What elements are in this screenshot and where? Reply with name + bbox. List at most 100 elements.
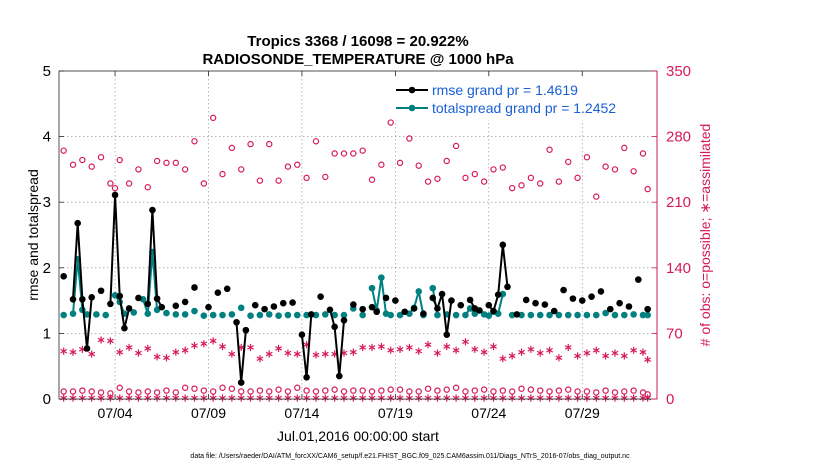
spread-point <box>452 311 460 319</box>
axis-ticks: 07/04 07/09 07/14 07/19 07/24 07/29 0 1 2 3 4 5 0 70 1… <box>43 63 691 421</box>
obs-assimilated-point <box>555 354 563 362</box>
rmse-point <box>635 276 642 283</box>
star-stroke <box>490 344 497 349</box>
x-axis-label: Jul.01,2016 00:00:00 start <box>277 428 439 444</box>
spread-point <box>200 312 208 319</box>
obs-assimilated-point <box>106 337 114 345</box>
obs-possible-point <box>163 159 170 167</box>
obs-possible-point <box>181 166 189 173</box>
obs-possible-point <box>443 386 450 393</box>
spread-point <box>630 311 637 318</box>
star-stroke <box>639 349 647 355</box>
star-stroke <box>527 347 535 352</box>
spread-point <box>331 311 338 319</box>
rmse-point <box>466 296 474 304</box>
spread-point <box>228 311 236 318</box>
obs-possible-point <box>144 388 151 395</box>
obs-assimilated-point <box>69 348 77 356</box>
star-stroke <box>284 350 292 356</box>
star-stroke <box>200 341 208 347</box>
rmse-point <box>644 305 651 313</box>
obs-possible-point <box>275 386 282 393</box>
obs-possible-point <box>331 150 338 157</box>
spread-point <box>536 311 544 319</box>
obs-assimilated-point <box>60 347 68 355</box>
spread-point <box>130 309 138 316</box>
obs-assimilated-point <box>499 355 507 363</box>
obs-assimilated-point <box>424 341 432 349</box>
rmse-point <box>242 326 250 334</box>
star-stroke <box>644 357 652 362</box>
rmse-point <box>625 303 633 310</box>
obs-possible-point <box>238 166 245 173</box>
star-stroke <box>359 345 367 350</box>
obs-possible-point <box>415 162 422 169</box>
star-stroke <box>415 348 423 354</box>
obs-possible-point <box>209 388 217 395</box>
obs-assimilated-point <box>602 352 610 360</box>
star-stroke <box>611 350 619 356</box>
rmse-point <box>541 301 549 308</box>
obs-possible-point <box>331 386 338 393</box>
obs-possible-point <box>537 180 544 187</box>
obs-possible-point <box>322 387 329 394</box>
obs-assimilated-point <box>265 350 273 358</box>
rmse-point <box>205 303 212 311</box>
star-stroke <box>135 350 142 356</box>
obs-possible-point <box>378 161 385 168</box>
spread-point <box>191 307 198 315</box>
rmse-point <box>317 293 324 300</box>
rmse-point <box>490 307 497 315</box>
obs-assimilated-point <box>471 345 479 353</box>
obs-possible-point <box>518 182 525 189</box>
obs-possible-point <box>69 388 77 395</box>
rmse-point <box>522 296 530 304</box>
spread-point <box>434 311 441 319</box>
obs-possible-point <box>79 387 86 394</box>
obs-assimilated-point <box>116 348 124 356</box>
spread-point <box>60 311 67 319</box>
rmse-point <box>237 379 245 386</box>
spread-point <box>527 311 535 319</box>
star-stroke <box>471 347 479 352</box>
star-stroke <box>368 345 376 350</box>
obs-possible-point <box>546 146 553 153</box>
obs-possible-point <box>116 384 123 391</box>
obs-possible-point <box>537 387 544 394</box>
spread-point <box>102 311 110 319</box>
obs-possible-point <box>359 387 366 394</box>
rmse-point <box>532 299 539 307</box>
obs-possible-point <box>111 184 119 192</box>
obs-assimilated-point <box>181 346 189 354</box>
obs-possible-point <box>602 163 609 170</box>
obs-assimilated-point <box>644 356 652 364</box>
obs-possible-point <box>368 388 376 395</box>
spread-point <box>172 311 180 318</box>
obs-possible-point <box>499 164 507 171</box>
spread-point <box>574 311 581 319</box>
rmse-point <box>373 308 380 316</box>
obs-possible-point <box>387 386 394 393</box>
obs-possible-point <box>583 154 591 161</box>
obs-assimilated-point <box>312 351 320 359</box>
obs-possible-point <box>163 387 170 394</box>
obs-possible-point <box>88 388 95 395</box>
obs-possible-point <box>294 384 301 391</box>
footnote: data file: /Users/raeder/DAI/ATM_forcXX/… <box>190 453 630 460</box>
obs-possible-point <box>565 158 572 166</box>
star-stroke <box>424 342 432 347</box>
rmse-point <box>504 283 511 291</box>
obs-possible-point <box>471 170 478 178</box>
y-left-tick-label: 5 <box>43 63 51 80</box>
spread-point <box>387 311 395 319</box>
rmse-point <box>125 305 133 312</box>
obs-possible-point <box>368 176 376 183</box>
spread-point <box>378 274 385 281</box>
obs-possible-point <box>79 156 86 164</box>
obs-possible-point <box>350 150 357 157</box>
rmse-point <box>79 295 86 303</box>
rmse-point <box>494 291 502 298</box>
rmse-point <box>121 324 128 332</box>
star-stroke <box>163 355 170 361</box>
